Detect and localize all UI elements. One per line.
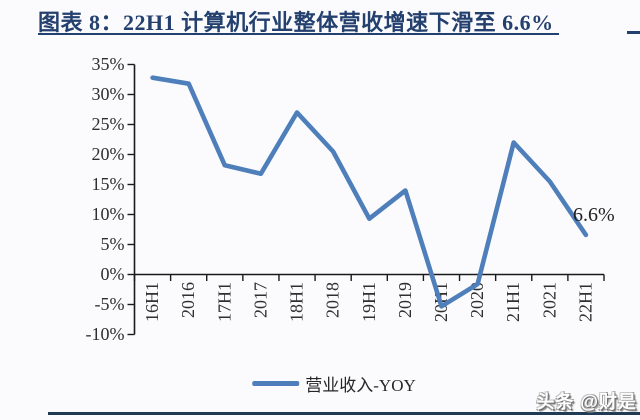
y-axis-label: 35%	[92, 54, 125, 74]
x-axis-label: 17H1	[214, 282, 234, 322]
x-axis-label: 2020	[467, 282, 487, 318]
title-underline-dash	[627, 31, 640, 34]
x-axis-label: 18H1	[287, 282, 307, 322]
y-axis-label: 20%	[92, 144, 125, 164]
y-axis-label: -10%	[86, 324, 125, 344]
figure-bottom-border	[48, 412, 640, 415]
line-chart: 35% 30% 25% 20% 15% 10% 5% 0% -5% -10% 16H1 2016 17H…	[86, 54, 615, 344]
legend-label: 营业收入-YOY	[305, 376, 416, 395]
watermark: 头条 @财是	[536, 392, 637, 412]
chart-legend: 营业收入-YOY	[252, 371, 416, 396]
x-axis-label: 2016	[178, 282, 198, 318]
x-axis-label: 21H1	[503, 282, 523, 322]
x-axis-label: 2017	[250, 282, 270, 318]
y-axis-label: 25%	[92, 114, 125, 134]
title-underline	[38, 33, 559, 35]
x-axis-label: 2021	[539, 282, 559, 318]
chart-title: 图表 8：22H1 计算机行业整体营收增速下滑至 6.6%	[38, 10, 554, 35]
series-line	[150, 75, 589, 309]
x-axis-label: 2019	[395, 282, 415, 318]
y-axis-label: 10%	[92, 204, 125, 224]
x-axis-label: 19H1	[359, 282, 379, 322]
y-axis-label: 5%	[101, 234, 125, 254]
y-axis-label: 30%	[92, 84, 125, 104]
data-label-annotation: 6.6%	[573, 204, 615, 226]
y-axis-label: 0%	[101, 264, 125, 284]
legend-line-swatch	[252, 381, 300, 386]
x-axis-label: 22H1	[575, 282, 595, 322]
y-axis-label: 15%	[92, 174, 125, 194]
y-axis-label: -5%	[95, 294, 125, 314]
x-axis-label: 16H1	[142, 282, 162, 322]
x-axis-label: 2018	[323, 282, 343, 318]
